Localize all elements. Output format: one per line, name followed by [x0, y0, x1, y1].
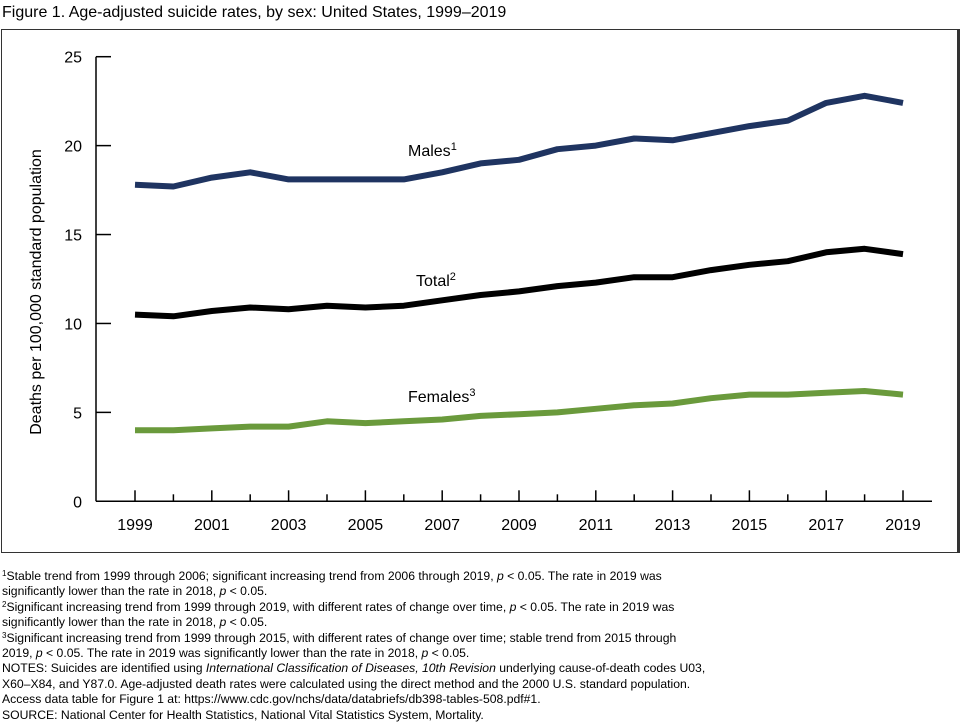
- x-tick-label: 2005: [348, 517, 384, 534]
- figure-title: Figure 1. Age-adjusted suicide rates, by…: [2, 4, 507, 21]
- y-tick-label: 0: [73, 494, 82, 511]
- notes-text: NOTES: Suicides are identified using Int…: [2, 661, 706, 676]
- series-label-males: Males1: [408, 141, 457, 160]
- series-label-females: Females3: [408, 387, 475, 406]
- footnote-3: 3Significant increasing trend from 1999 …: [2, 630, 677, 645]
- y-axis-label: Deaths per 100,000 standard population: [28, 149, 45, 435]
- footnote-2: 2Significant increasing trend from 1999 …: [2, 599, 675, 614]
- line-chart: Deaths per 100,000 standard population 0…: [28, 50, 932, 534]
- footnote-1-cont: significantly lower than the rate in 201…: [2, 584, 268, 599]
- x-tick-label: 2007: [424, 517, 460, 534]
- footnote-1: 1Stable trend from 1999 through 2006; si…: [2, 569, 662, 583]
- chart-frame: [1, 29, 960, 553]
- data-access-note: Access data table for Figure 1 at: https…: [2, 692, 541, 707]
- footnote-3-cont: 2019, p < 0.05. The rate in 2019 was sig…: [2, 646, 470, 661]
- y-tick-label: 10: [64, 316, 82, 333]
- series-label-total: Total2: [416, 271, 456, 290]
- footnotes: 1Stable trend from 1999 through 2006; si…: [2, 569, 705, 723]
- x-tick-label: 2019: [885, 517, 921, 534]
- y-tick-label: 25: [64, 50, 82, 67]
- x-tick-label: 2017: [808, 517, 844, 534]
- x-tick-label: 2003: [271, 517, 307, 534]
- series-line-females: [135, 388, 904, 434]
- notes-text-cont: X60–X84, and Y87.0. Age-adjusted death r…: [2, 676, 691, 691]
- series-line-total: [134, 245, 904, 320]
- series-line-males: [134, 92, 904, 190]
- x-tick-label: 1999: [117, 517, 153, 534]
- x-tick-label: 2015: [732, 517, 768, 534]
- source-note: SOURCE: National Center for Health Stati…: [2, 707, 484, 722]
- y-tick-label: 5: [73, 405, 82, 422]
- y-tick-label: 20: [64, 139, 82, 156]
- x-tick-label: 2009: [501, 517, 537, 534]
- x-tick-label: 2013: [655, 517, 691, 534]
- x-tick-label: 2001: [194, 517, 230, 534]
- x-tick-label: 2011: [579, 517, 614, 534]
- footnote-2-cont: significantly lower than the rate in 201…: [2, 615, 268, 630]
- y-tick-label: 15: [64, 228, 82, 245]
